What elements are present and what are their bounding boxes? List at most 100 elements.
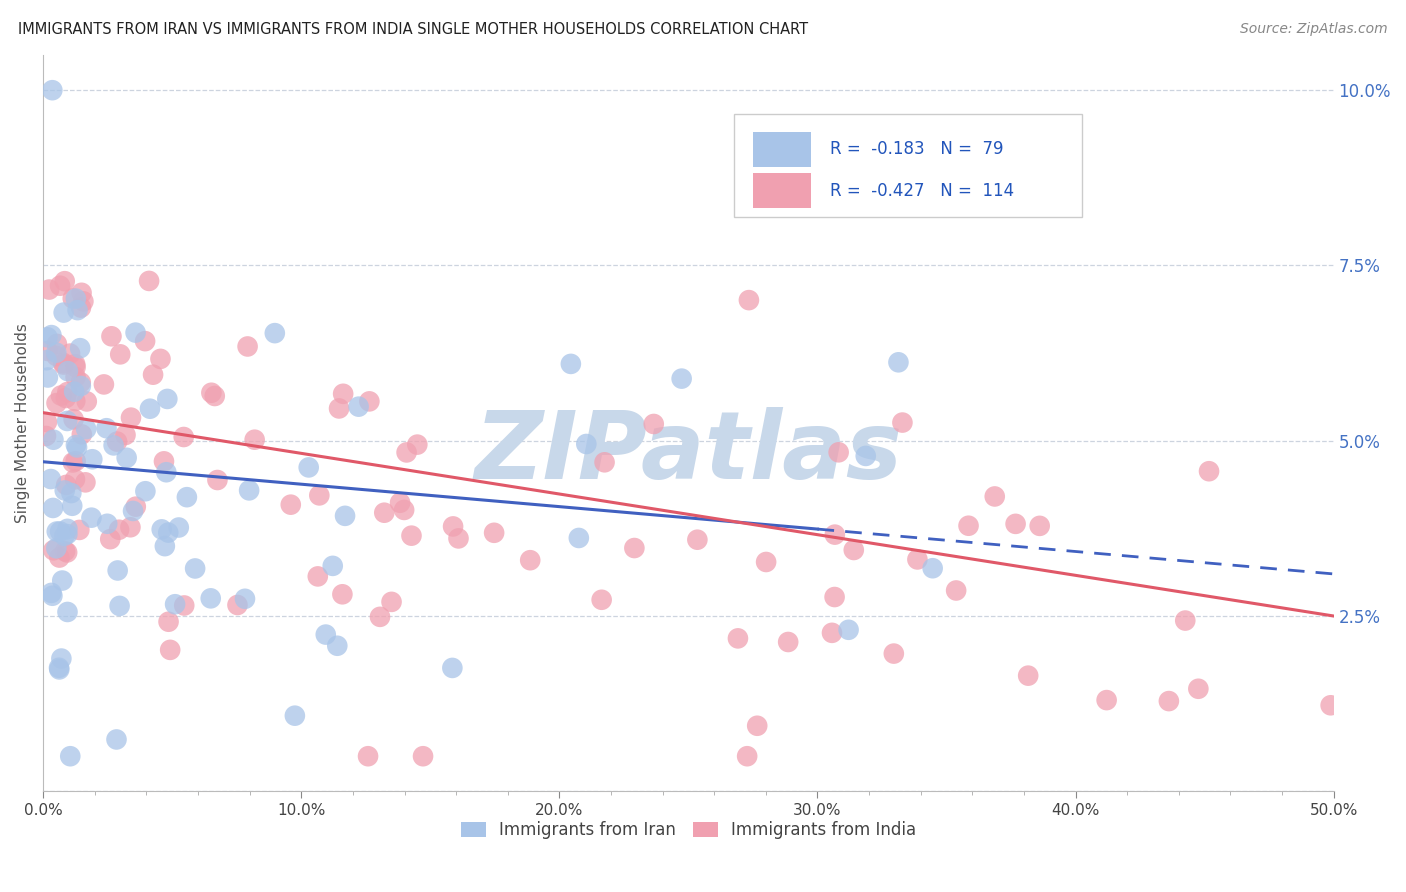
Point bbox=[56, 364, 79, 378]
Point bbox=[368, 610, 391, 624]
Point bbox=[41, 586, 63, 600]
Point bbox=[38, 283, 60, 297]
Point bbox=[114, 428, 136, 442]
Point bbox=[308, 488, 330, 502]
Point bbox=[401, 529, 423, 543]
Point bbox=[883, 647, 905, 661]
Point bbox=[735, 749, 758, 764]
Point bbox=[134, 484, 156, 499]
Point bbox=[60, 486, 83, 500]
Point bbox=[105, 732, 128, 747]
Point bbox=[149, 351, 172, 366]
Point bbox=[96, 421, 118, 435]
Point bbox=[49, 388, 72, 402]
Point bbox=[842, 543, 865, 558]
Point bbox=[60, 499, 83, 513]
Point bbox=[41, 83, 63, 97]
FancyBboxPatch shape bbox=[754, 132, 811, 167]
Point bbox=[122, 504, 145, 518]
Point bbox=[921, 561, 943, 575]
Point bbox=[48, 550, 70, 565]
Point bbox=[157, 615, 180, 629]
Point bbox=[52, 358, 75, 372]
Point bbox=[441, 519, 464, 533]
Point bbox=[332, 386, 354, 401]
Point bbox=[45, 524, 67, 539]
Point bbox=[447, 532, 470, 546]
Point bbox=[395, 445, 418, 459]
Point bbox=[62, 455, 84, 469]
Point bbox=[48, 661, 70, 675]
Point bbox=[49, 524, 72, 539]
Point bbox=[373, 506, 395, 520]
Point bbox=[48, 662, 70, 676]
Point bbox=[827, 445, 849, 459]
Point bbox=[406, 437, 429, 451]
Point bbox=[519, 553, 541, 567]
Point bbox=[983, 490, 1005, 504]
Point bbox=[153, 539, 176, 553]
Point bbox=[441, 661, 464, 675]
Point bbox=[891, 416, 914, 430]
Point bbox=[69, 341, 91, 355]
Point bbox=[65, 438, 87, 452]
Point bbox=[315, 627, 337, 641]
Point bbox=[45, 337, 67, 351]
Point bbox=[110, 347, 132, 361]
Point bbox=[75, 475, 97, 490]
Point bbox=[139, 401, 162, 416]
Point bbox=[35, 353, 58, 368]
Point bbox=[53, 544, 76, 558]
Point bbox=[100, 329, 122, 343]
Point bbox=[333, 508, 356, 523]
Point bbox=[575, 437, 598, 451]
Point bbox=[138, 274, 160, 288]
Point bbox=[53, 274, 76, 288]
Point bbox=[167, 520, 190, 534]
Point bbox=[42, 543, 65, 558]
Text: ZIPatlas: ZIPatlas bbox=[474, 407, 903, 499]
Point bbox=[65, 360, 87, 375]
Point bbox=[37, 370, 59, 384]
Point bbox=[70, 285, 93, 300]
Point bbox=[284, 708, 307, 723]
Point bbox=[56, 527, 79, 541]
Point bbox=[69, 376, 91, 390]
Point bbox=[108, 523, 131, 537]
FancyBboxPatch shape bbox=[734, 114, 1083, 217]
Point bbox=[65, 454, 87, 468]
Point bbox=[173, 599, 195, 613]
Point bbox=[727, 632, 749, 646]
Point bbox=[125, 500, 148, 514]
Point bbox=[120, 520, 142, 534]
Point bbox=[686, 533, 709, 547]
Point bbox=[105, 434, 128, 449]
Point bbox=[108, 599, 131, 613]
Point bbox=[238, 483, 260, 498]
Point bbox=[347, 400, 370, 414]
Point bbox=[200, 591, 222, 606]
Y-axis label: Single Mother Households: Single Mother Households bbox=[15, 323, 30, 523]
Point bbox=[42, 433, 65, 447]
Point bbox=[671, 371, 693, 385]
Point bbox=[322, 558, 344, 573]
Point bbox=[887, 355, 910, 369]
Point bbox=[150, 522, 173, 536]
Text: R =  -0.183   N =  79: R = -0.183 N = 79 bbox=[831, 140, 1004, 159]
Point bbox=[41, 328, 63, 343]
Point bbox=[591, 592, 613, 607]
Point bbox=[824, 590, 846, 604]
Point bbox=[56, 385, 79, 400]
Point bbox=[1004, 516, 1026, 531]
Point bbox=[392, 503, 415, 517]
Point bbox=[359, 394, 381, 409]
Point bbox=[307, 569, 329, 583]
Point bbox=[243, 433, 266, 447]
Point bbox=[1095, 693, 1118, 707]
Point bbox=[59, 749, 82, 764]
Point bbox=[838, 623, 860, 637]
Point bbox=[96, 516, 118, 531]
Point bbox=[75, 422, 97, 436]
Point bbox=[45, 345, 67, 359]
Point bbox=[66, 441, 89, 455]
